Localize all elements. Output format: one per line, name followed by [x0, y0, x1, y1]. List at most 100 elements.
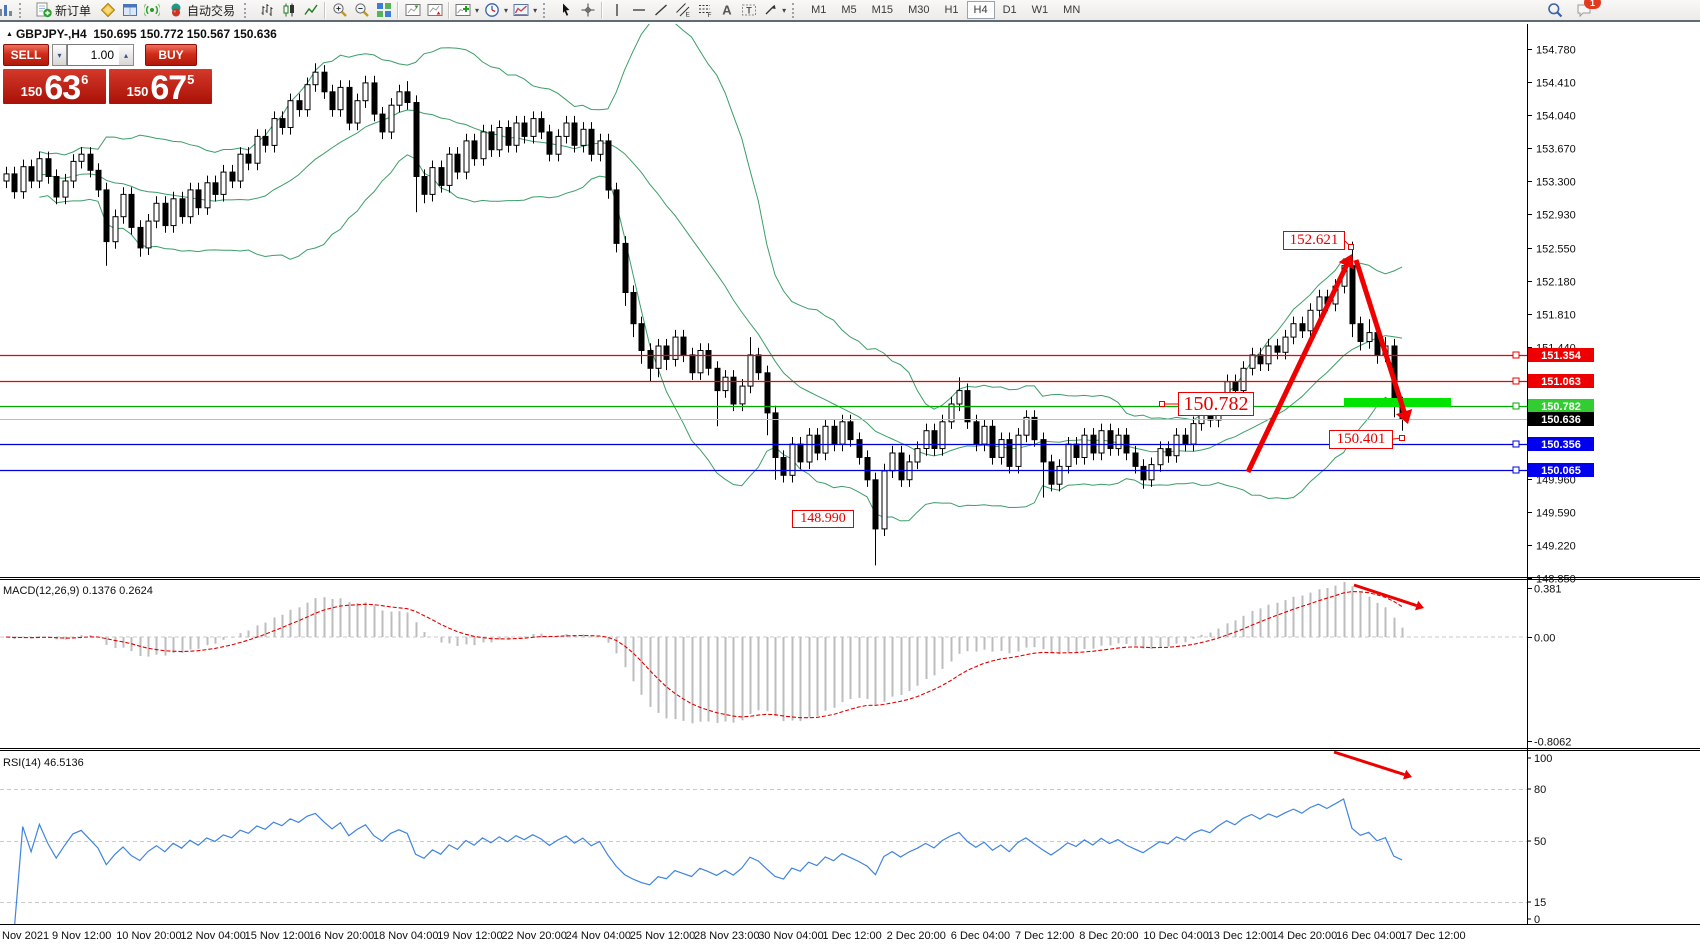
zoom-out-button[interactable]: [351, 0, 372, 20]
trend-arrow[interactable]: [1353, 259, 1407, 413]
svg-text:150.356: 150.356: [1541, 439, 1581, 451]
timeframe-m30[interactable]: M30: [908, 4, 930, 16]
search-icon: [1547, 3, 1562, 18]
timeframe-m5[interactable]: M5: [841, 4, 857, 16]
price-tag-annotation[interactable]: 150.401: [1329, 430, 1393, 449]
cursor-button[interactable]: [555, 0, 576, 20]
toolbar-grip[interactable]: [543, 2, 551, 18]
fibonacci-button[interactable]: F: [694, 0, 715, 20]
buy-price-display[interactable]: 150 67 5: [109, 69, 212, 105]
svg-text:152.180: 152.180: [1536, 277, 1576, 289]
line-handle[interactable]: [1512, 402, 1520, 410]
indicators-button[interactable]: ▾: [453, 0, 481, 20]
crosshair-button[interactable]: [577, 0, 598, 20]
chevron-down-icon: ▾: [533, 5, 538, 15]
notifications-button[interactable]: 1: [1573, 0, 1601, 20]
price-label: [1528, 437, 1594, 451]
candlestick-icon: [283, 3, 294, 17]
svg-text:151.063: 151.063: [1541, 376, 1581, 388]
price-tag-annotation[interactable]: 150.782: [1178, 392, 1254, 416]
chart-title: ▲ GBPJPY-,H4 150.695 150.772 150.567 150.…: [6, 27, 277, 41]
svg-text:151.354: 151.354: [1541, 350, 1582, 362]
trend-arrow[interactable]: [1245, 264, 1349, 474]
svg-text:150.065: 150.065: [1541, 465, 1581, 477]
zoom-in-button[interactable]: [329, 0, 350, 20]
trend-arrow[interactable]: [1353, 583, 1418, 607]
buy-button[interactable]: BUY: [145, 44, 197, 66]
brush-icon: [100, 2, 115, 18]
sell-price-sup: 6: [81, 72, 89, 87]
equidistant-channel-button[interactable]: E: [672, 0, 693, 20]
trendline-button[interactable]: [650, 0, 671, 20]
auto-trading-button[interactable]: 自动交易: [163, 0, 240, 20]
trend-arrow[interactable]: [1333, 750, 1406, 777]
toolbar-grip[interactable]: [792, 2, 800, 18]
support-zone-rect[interactable]: [1344, 398, 1451, 407]
time-axis-label: 12 Nov 04:00: [180, 930, 246, 942]
rsi-pane[interactable]: [0, 751, 1527, 924]
arrows-button[interactable]: ▾: [760, 0, 788, 20]
timeframe-h1[interactable]: H1: [944, 4, 959, 16]
sell-price-prefix: 150: [20, 84, 43, 99]
anchor-handle[interactable]: [1159, 401, 1165, 407]
volume-input[interactable]: [67, 44, 119, 66]
toolbar-grip[interactable]: [244, 2, 252, 18]
ohlc-bars-icon: [261, 4, 273, 16]
market-watch-button[interactable]: [119, 0, 140, 20]
new-order-button[interactable]: 新订单: [31, 0, 96, 20]
text-button[interactable]: A: [716, 0, 737, 20]
price-tag-annotation[interactable]: 152.621: [1283, 231, 1345, 250]
vertical-line-button[interactable]: [606, 0, 627, 20]
volume-decrease-button[interactable]: ▾: [52, 44, 67, 66]
templates-button[interactable]: ▾: [511, 0, 539, 20]
horizontal-line-button[interactable]: [628, 0, 649, 20]
timeframe-m1[interactable]: M1: [811, 4, 827, 16]
time-axis-label: 16 Nov 20:00: [308, 930, 375, 942]
chart-window-icon[interactable]: [0, 0, 15, 20]
svg-text:150.782: 150.782: [1541, 401, 1581, 413]
line-handle[interactable]: [1512, 440, 1520, 448]
price-label: [1528, 412, 1594, 426]
anchor-handle[interactable]: [1399, 435, 1405, 441]
macd-pane[interactable]: [0, 581, 1527, 747]
time-axis-label: 10 Nov 20:00: [116, 930, 182, 942]
styler-button[interactable]: [97, 0, 118, 20]
sell-price-display[interactable]: 150 63 6: [3, 69, 106, 105]
line-handle[interactable]: [1512, 377, 1520, 385]
volume-increase-button[interactable]: ▴: [119, 44, 134, 66]
periods-button[interactable]: ▾: [482, 0, 510, 20]
price-tag-annotation[interactable]: 148.990: [792, 510, 854, 528]
tile-windows-button[interactable]: [373, 0, 394, 20]
time-axis-label: 28 Nov 23:00: [694, 930, 760, 942]
timeframe-h4[interactable]: H4: [966, 1, 995, 19]
svg-text:E: E: [685, 12, 690, 19]
toolbar-grip[interactable]: [19, 2, 27, 18]
zoom-out-icon: [354, 3, 369, 17]
chart-shift-button[interactable]: [402, 0, 423, 20]
text-label-icon: T: [741, 4, 756, 16]
text-label-button[interactable]: T: [738, 0, 759, 20]
sell-button[interactable]: SELL: [3, 44, 49, 66]
line-chart-button[interactable]: [300, 0, 321, 20]
line-handle[interactable]: [1512, 351, 1520, 359]
svg-text:153.670: 153.670: [1536, 144, 1576, 156]
bar-chart-button[interactable]: [256, 0, 277, 20]
search-button[interactable]: [1544, 0, 1565, 20]
anchor-handle[interactable]: [1348, 244, 1354, 250]
timeframe-mn[interactable]: MN: [1063, 4, 1081, 16]
candlestick-chart-button[interactable]: [278, 0, 299, 20]
timeframe-w1[interactable]: W1: [1031, 4, 1049, 16]
candlesticks: [3, 63, 1406, 566]
time-axis-label: 15 Nov 12:00: [244, 930, 311, 942]
indicators-add-icon: [455, 4, 471, 16]
auto-scroll-button[interactable]: [424, 0, 445, 20]
signals-button[interactable]: [141, 0, 162, 20]
chart-canvas[interactable]: [0, 24, 1527, 577]
timeframe-m15[interactable]: M15: [871, 4, 894, 16]
timeframe-d1[interactable]: D1: [1002, 4, 1017, 16]
svg-text:-0.8062: -0.8062: [1534, 737, 1571, 749]
time-axis-label: 22 Nov 20:00: [501, 930, 567, 942]
line-handle[interactable]: [1512, 466, 1520, 474]
time-axis[interactable]: Nov 2021 9 Nov 12:00 10 Nov 20:00 12 Nov 04…: [0, 925, 1700, 947]
